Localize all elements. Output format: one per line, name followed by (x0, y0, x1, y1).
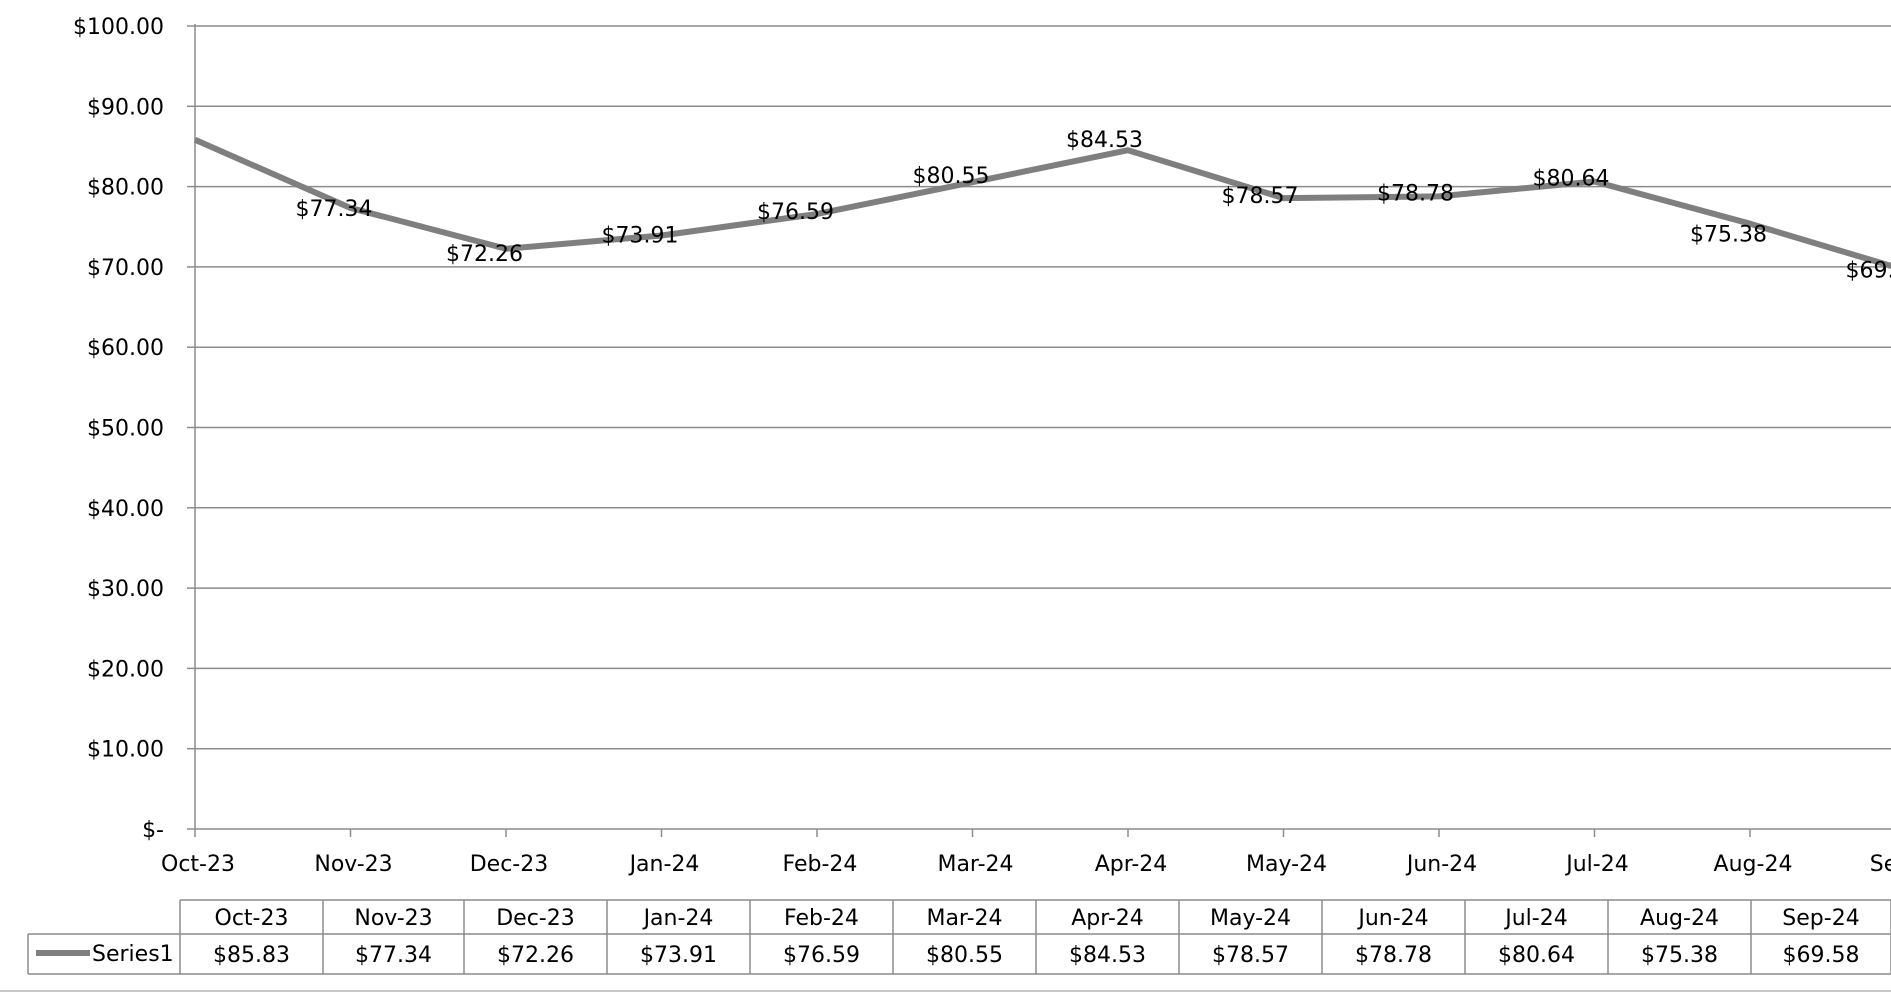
table-value-cell: $78.57 (1212, 943, 1289, 968)
x-tick-label: Jun-24 (1405, 852, 1477, 877)
table-value-cell: $75.38 (1641, 943, 1718, 968)
data-label: $69.58 (1846, 258, 1891, 283)
y-tick-label: $20.00 (87, 657, 164, 682)
table-header-cell: Aug-24 (1640, 906, 1719, 931)
table-value-cell: $76.59 (783, 943, 860, 968)
data-label: $77.34 (296, 197, 373, 222)
data-label: $80.64 (1533, 166, 1610, 191)
axes: $- $10.00 $20.00 $30.00 $40.00 $50.00 $60.00 $7… (73, 15, 1891, 877)
data-label: $80.55 (913, 164, 990, 189)
table-header-cell: Feb-24 (784, 906, 859, 931)
gridlines (195, 25, 1891, 750)
y-tick-label: $60.00 (87, 336, 164, 361)
x-tick-label: Mar-24 (937, 852, 1013, 877)
table-header-cell: May-24 (1210, 906, 1291, 931)
data-label: $84.53 (1066, 128, 1143, 153)
series-line-series1 (193, 137, 1891, 270)
table-header-cell: Oct-23 (215, 906, 289, 931)
data-label: $76.59 (757, 200, 834, 225)
table-value-cell: $78.78 (1355, 943, 1432, 968)
table-value-cell: $73.91 (640, 943, 717, 968)
data-label: $78.78 (1377, 181, 1454, 206)
data-label: $75.38 (1690, 223, 1767, 248)
y-tick-label: $10.00 (87, 738, 164, 763)
x-tick-label: May-24 (1246, 852, 1327, 877)
x-tick-label: Jul-24 (1564, 852, 1628, 877)
x-tick-label: Dec-23 (470, 852, 549, 877)
y-tick-label: $50.00 (87, 417, 164, 442)
table-value-cell: $84.53 (1069, 943, 1146, 968)
data-labels: $77.34 $72.26 $73.91 $76.59 $80.55 $84.53 $78.… (296, 128, 1891, 283)
data-label: $78.57 (1222, 184, 1299, 209)
y-tick-label: $100.00 (73, 15, 164, 40)
table-value-cell: $85.83 (213, 943, 290, 968)
x-tick-label: Nov-23 (314, 852, 392, 877)
y-tick-label: $90.00 (87, 95, 164, 120)
table-value-cell: $69.58 (1783, 943, 1860, 968)
table-header-cell: Sep-24 (1782, 906, 1859, 931)
x-tick-label: Aug-24 (1714, 852, 1793, 877)
legend-series-name: Series1 (92, 942, 174, 967)
y-tick-label: $40.00 (87, 497, 164, 522)
table-header-cell: Apr-24 (1071, 906, 1144, 931)
data-label: $72.26 (446, 242, 523, 267)
table-value-cell: $80.64 (1498, 943, 1575, 968)
table-value-cell: $72.26 (497, 943, 574, 968)
y-tick-label: $70.00 (87, 256, 164, 281)
y-tick-label: $80.00 (87, 176, 164, 201)
table-header-cell: Dec-23 (496, 906, 575, 931)
y-tick-label: $30.00 (87, 577, 164, 602)
x-tick-label: Feb-24 (783, 852, 858, 877)
x-tick-label: Apr-24 (1095, 852, 1168, 877)
y-tick-label: $- (142, 818, 164, 843)
table-value-cell: $80.55 (926, 943, 1003, 968)
table-header-cell: Mar-24 (926, 906, 1002, 931)
table-header-cell: Nov-23 (354, 906, 432, 931)
data-table: Oct-23 Nov-23 Dec-23 Jan-24 Feb-24 Mar-24 Apr-… (0, 899, 1891, 992)
table-header-cell: Jun-24 (1356, 906, 1428, 931)
data-label: $73.91 (602, 224, 679, 249)
table-value-cell: $77.34 (355, 943, 432, 968)
table-header-cell: Jul-24 (1503, 906, 1567, 931)
x-tick-label: Oct-23 (161, 852, 235, 877)
table-header-cell: Jan-24 (642, 906, 714, 931)
series-layer (193, 137, 1891, 270)
x-tick-label: Sep-24 (1870, 852, 1891, 877)
x-tick-label: Jan-24 (628, 852, 700, 877)
